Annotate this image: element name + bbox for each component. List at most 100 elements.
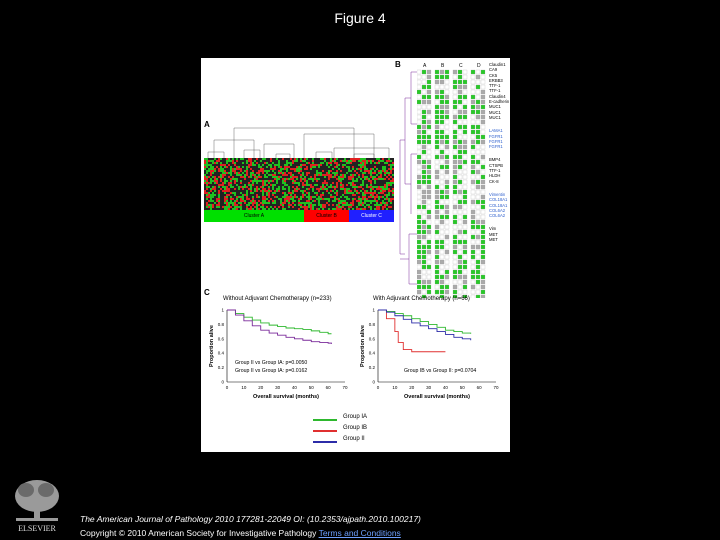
heatmap-cell	[224, 170, 226, 172]
heatmap-cell	[376, 162, 378, 164]
km-curve-group-ii	[227, 309, 332, 344]
gene-label: MUC1	[489, 104, 501, 110]
heatmap-cell	[280, 202, 282, 204]
marker-cell	[439, 229, 445, 235]
heatmap-cell	[310, 204, 312, 206]
heatmap-cell	[334, 200, 336, 202]
heatmap-cell	[318, 172, 320, 174]
marker-cell	[457, 244, 463, 250]
marker-cell	[470, 119, 476, 125]
heatmap-cell	[264, 196, 266, 198]
heatmap-cell	[312, 178, 314, 180]
marker-cell	[462, 159, 468, 165]
marker-cell	[470, 199, 476, 205]
marker-cell	[462, 154, 468, 160]
heatmap-cell	[256, 204, 258, 206]
marker-cell	[470, 89, 476, 95]
marker-cell	[426, 219, 432, 225]
heatmap-cell	[224, 172, 226, 174]
marker-cell	[470, 289, 476, 295]
heatmap-cell	[290, 198, 292, 200]
heatmap-cell	[280, 176, 282, 178]
marker-cell	[421, 239, 427, 245]
marker-cell	[480, 229, 486, 235]
terms-link[interactable]: Terms and Conditions	[318, 528, 401, 538]
heatmap-cell	[348, 198, 350, 200]
heatmap-cell	[270, 164, 272, 166]
heatmap-cell	[292, 174, 294, 176]
x-tick-label: 50	[309, 385, 315, 390]
heatmap-cell	[336, 162, 338, 164]
heatmap-cell	[362, 196, 364, 198]
heatmap-cell	[210, 174, 212, 176]
heatmap-cell	[290, 164, 292, 166]
heatmap-cell	[312, 196, 314, 198]
heatmap-cell	[236, 168, 238, 170]
heatmap-cell	[346, 172, 348, 174]
heatmap-cell	[294, 182, 296, 184]
heatmap-cell	[242, 166, 244, 168]
heatmap-cell	[294, 170, 296, 172]
heatmap-cell	[386, 196, 388, 198]
marker-cell	[426, 69, 432, 75]
heatmap-cell	[356, 158, 358, 160]
heatmap-cell	[262, 170, 264, 172]
heatmap-cell	[262, 202, 264, 204]
heatmap-cell	[290, 178, 292, 180]
marker-cell	[434, 79, 440, 85]
heatmap-cell	[286, 160, 288, 162]
marker-cell	[480, 94, 486, 100]
heatmap-cell	[238, 168, 240, 170]
heatmap-cell	[310, 206, 312, 208]
marker-cell	[470, 174, 476, 180]
heatmap-cell	[242, 176, 244, 178]
expression-heatmap	[204, 158, 394, 210]
heatmap-cell	[346, 204, 348, 206]
marker-cell	[426, 154, 432, 160]
marker-cell	[480, 174, 486, 180]
heatmap-cell	[288, 178, 290, 180]
heatmap-cell	[318, 178, 320, 180]
marker-cell	[434, 74, 440, 80]
heatmap-cell	[300, 170, 302, 172]
heatmap-cell	[352, 182, 354, 184]
publisher-name: ELSEVIER	[18, 524, 56, 533]
heatmap-cell	[220, 184, 222, 186]
marker-cell	[457, 234, 463, 240]
marker-cell	[475, 69, 481, 75]
heatmap-cell	[224, 188, 226, 190]
heatmap-cell	[376, 168, 378, 170]
marker-cell	[444, 234, 450, 240]
heatmap-cell	[380, 192, 382, 194]
heatmap-cell	[238, 188, 240, 190]
heatmap-cell	[292, 180, 294, 182]
heatmap-cell	[374, 162, 376, 164]
heatmap-cell	[270, 168, 272, 170]
marker-cell	[426, 84, 432, 90]
marker-cell	[417, 114, 422, 120]
heatmap-cell	[334, 188, 336, 190]
marker-cell	[462, 89, 468, 95]
marker-cell	[475, 224, 481, 230]
heatmap-cell	[326, 174, 328, 176]
heatmap-cell	[392, 194, 394, 196]
heatmap-cell	[344, 188, 346, 190]
gene-label: CTSPB	[489, 162, 503, 168]
heatmap-cell	[248, 198, 250, 200]
heatmap-cell	[344, 160, 346, 162]
heatmap-cell	[248, 160, 250, 162]
marker-cell	[444, 69, 450, 75]
heatmap-cell	[360, 202, 362, 204]
marker-cell	[462, 254, 468, 260]
heatmap-cell	[300, 206, 302, 208]
marker-cell	[457, 159, 463, 165]
heatmap-cell	[292, 176, 294, 178]
heatmap-cell	[340, 180, 342, 182]
heatmap-cell	[284, 188, 286, 190]
y-tick-label: 0.2	[218, 365, 225, 370]
marker-cell	[434, 279, 440, 285]
gene-label: FGFR1	[489, 138, 503, 144]
heatmap-cell	[218, 160, 220, 162]
heatmap-cell	[352, 166, 354, 168]
y-tick-label: 0.4	[369, 351, 376, 356]
